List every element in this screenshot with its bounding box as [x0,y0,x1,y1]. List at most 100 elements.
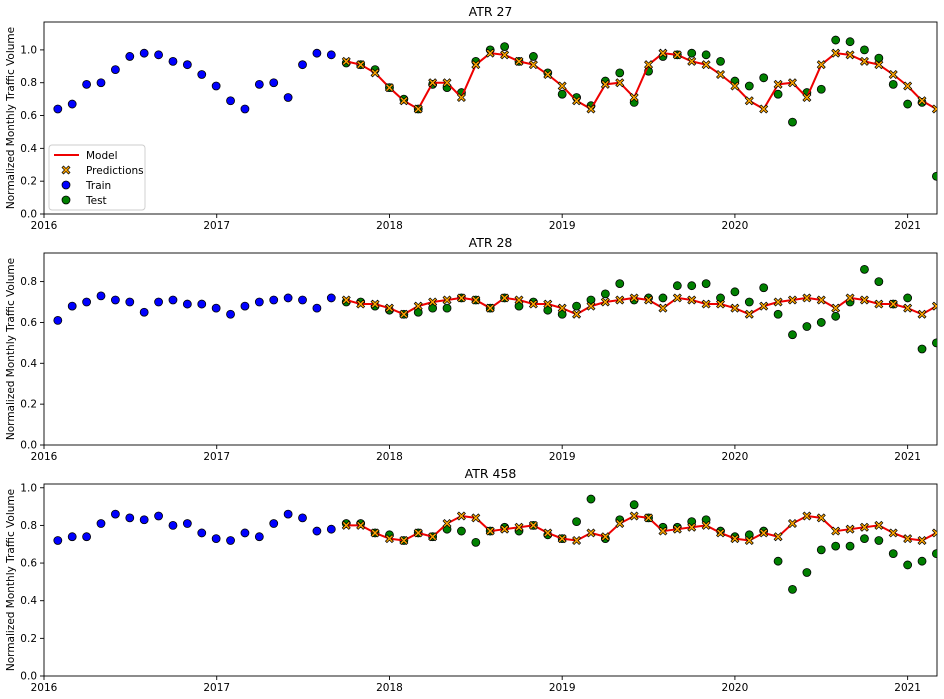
prediction-marker [485,48,495,58]
prediction-marker [442,295,452,305]
train-point [53,536,63,545]
prediction-marker [701,520,711,530]
test-point [730,287,740,297]
prediction-marker [514,56,524,66]
test-point [543,305,553,315]
train-point [67,301,77,311]
test-point [874,536,884,545]
train-point [240,301,250,311]
train-point [211,81,221,91]
data-marks [53,35,937,181]
test-point [658,293,668,303]
panel-2: ATR 28 Normalized Monthly Traffic Volume 2… [5,235,938,463]
test-point [845,37,855,47]
prediction-marker [744,96,754,106]
test-point [788,117,797,127]
prediction-marker [557,81,567,91]
train-point [82,79,92,89]
train-point [67,532,77,542]
test-point [802,568,812,577]
train-point [182,60,192,70]
y-tick-label: 0.4 [20,143,37,155]
prediction-marker [456,92,466,102]
train-point [168,295,178,305]
prediction-marker [888,528,898,538]
test-point [874,277,884,286]
legend-box [48,144,146,211]
train-point [226,96,235,106]
train-point [326,524,336,534]
prediction-marker [672,293,682,303]
prediction-marker [341,520,351,530]
test-point [816,545,826,555]
test-point [716,56,725,66]
prediction-marker [831,526,841,536]
test-point [932,338,937,348]
train-point [154,511,163,521]
prediction-marker [845,50,855,60]
y-axis-label: Normalized Monthly Traffic Volume [5,258,17,440]
y-tick-label: 0.0 [20,671,37,683]
train-point [139,515,149,525]
test-point [428,303,438,313]
prediction-marker [903,81,913,91]
train-point [82,297,92,307]
y-axis-label: Normalized Monthly Traffic Volume [5,27,17,209]
test-point [773,309,783,319]
prediction-marker [442,78,452,88]
prediction-marker [874,299,884,309]
prediction-marker [658,526,668,536]
train-point [254,532,264,542]
prediction-marker [744,535,754,545]
test-point [744,297,754,307]
prediction-marker [572,535,582,545]
test-point [744,81,754,91]
test-point [457,526,466,536]
x-tick-label: 2018 [376,220,403,232]
prediction-marker [874,520,884,530]
prediction-marker [658,48,668,58]
x-tick-label: 2016 [31,220,58,232]
train-point [197,70,207,79]
train-point [53,104,63,114]
train-point [67,99,77,109]
prediction-marker [787,295,797,305]
train-point [298,513,307,523]
prediction-marker [716,299,726,309]
train-point [254,297,264,307]
prediction-marker [413,528,423,538]
test-point [471,537,481,547]
legend-label-test: Test [85,195,107,207]
prediction-marker [428,297,438,307]
prediction-marker [716,528,726,538]
y-tick-label: 0.8 [20,520,37,532]
prediction-marker [543,299,553,309]
train-point [283,93,293,102]
prediction-marker [586,104,596,114]
prediction-marker [629,92,639,102]
y-tick-label: 0.4 [20,358,37,370]
train-point [298,60,307,70]
train-point [168,521,178,530]
y-tick-label: 0.6 [20,558,37,570]
test-point [701,50,711,60]
prediction-marker [428,78,438,88]
prediction-marker [917,96,927,106]
test-point [888,549,898,559]
prediction-marker [701,299,711,309]
train-point [226,536,235,545]
test-point [500,42,510,52]
prediction-marker [687,522,697,532]
prediction-marker [773,79,783,89]
test-point [860,45,869,55]
x-tick-label: 2018 [376,682,403,694]
y-tick-label: 0.4 [20,595,37,607]
test-point [773,89,783,99]
train-point [283,293,293,303]
prediction-marker [831,303,841,313]
test-point [600,289,610,299]
prediction-marker [874,60,884,70]
test-point [557,309,567,319]
legend-pred-swatch [61,165,71,175]
